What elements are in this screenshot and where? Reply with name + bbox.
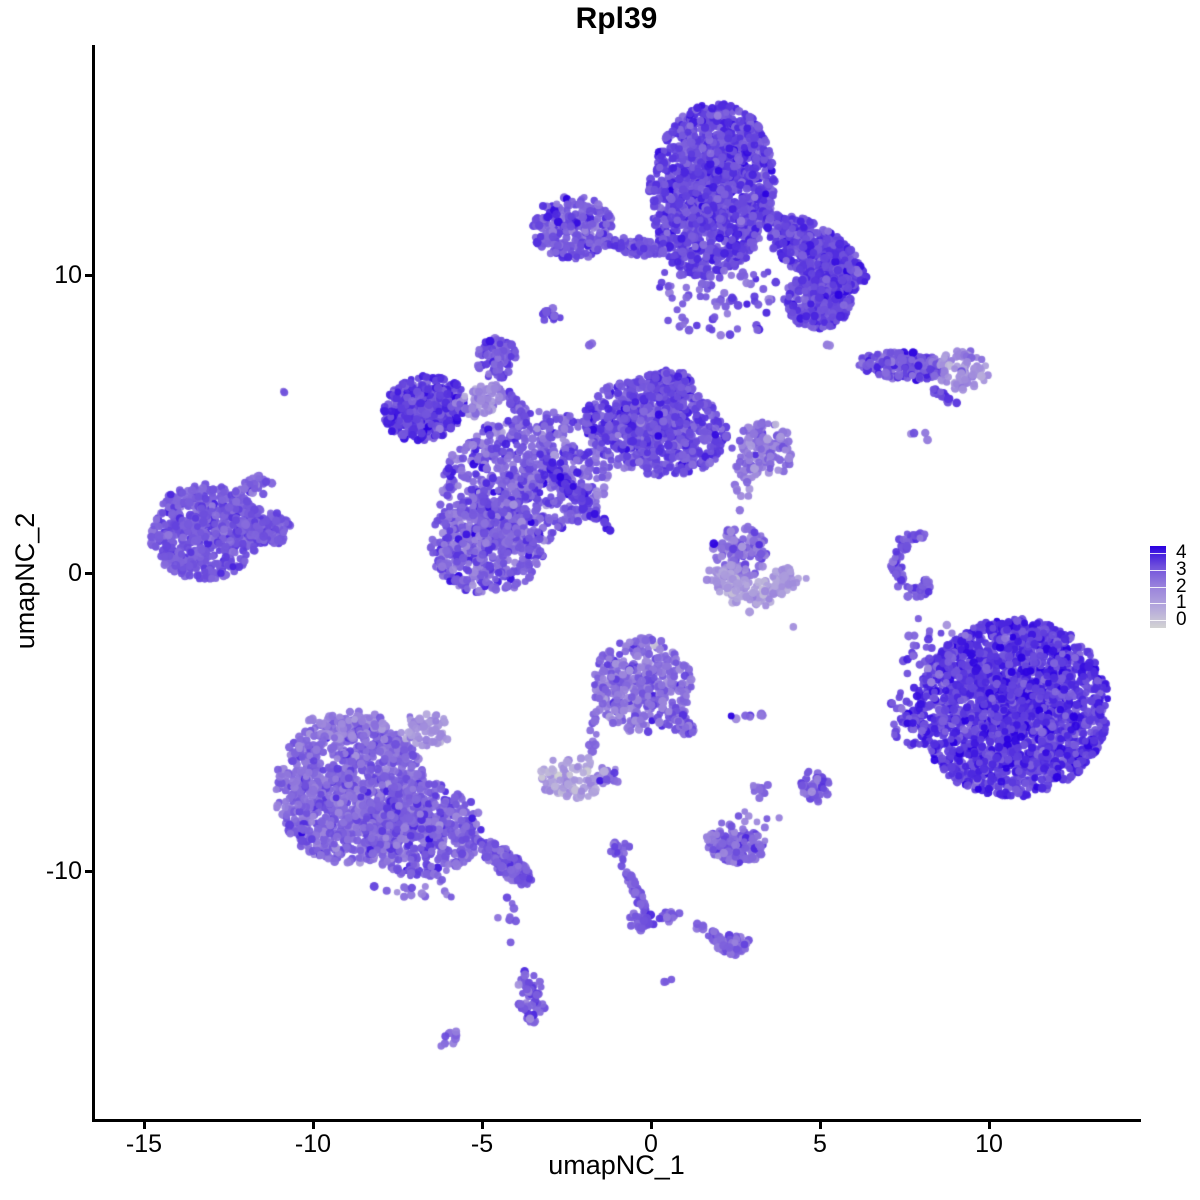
x-tick-mark [311, 1122, 315, 1129]
y-tick-label: -10 [45, 857, 82, 885]
legend-tick-label: 1 [1176, 592, 1187, 614]
y-tick-mark [85, 273, 92, 277]
y-axis-line [92, 45, 95, 1122]
y-axis-label: umapNC_2 [10, 512, 40, 650]
y-tick-label: 0 [68, 559, 82, 587]
x-tick-label: 10 [975, 1130, 1003, 1158]
x-tick-mark [142, 1122, 146, 1129]
legend-tick-label: 4 [1176, 542, 1187, 563]
x-tick-label: -5 [470, 1130, 494, 1158]
y-tick-mark [85, 869, 92, 873]
x-tick-mark [987, 1122, 991, 1129]
x-tick-label: -15 [125, 1130, 163, 1158]
y-tick-mark [85, 571, 92, 575]
x-axis-label: umapNC_1 [548, 1150, 685, 1180]
x-tick-mark [480, 1122, 484, 1129]
x-tick-label: 5 [813, 1130, 827, 1158]
x-axis-line [92, 1119, 1141, 1122]
legend-colorbar [1150, 546, 1166, 628]
x-tick-label: 0 [644, 1130, 658, 1158]
x-tick-label: -10 [294, 1130, 332, 1158]
legend-tick-mark [1150, 620, 1166, 621]
x-tick-mark [818, 1122, 822, 1129]
plot-title: Rpl39 [575, 2, 658, 35]
legend-tick-label: 0 [1176, 609, 1187, 630]
legend-tick-mark [1150, 603, 1166, 605]
legend-tick-mark [1150, 586, 1166, 588]
legend-tick-mark [1150, 553, 1166, 554]
legend-tick-label: 2 [1176, 575, 1187, 597]
legend-tick-label: 3 [1176, 558, 1187, 580]
x-tick-mark [649, 1122, 653, 1129]
y-tick-label: 10 [54, 261, 82, 289]
legend-tick-mark [1150, 569, 1166, 571]
